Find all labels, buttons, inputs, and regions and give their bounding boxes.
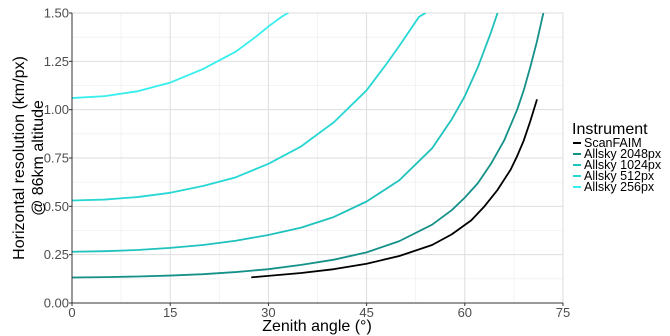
series-line-scanfaim bbox=[251, 99, 538, 279]
legend-label: Allsky 1024px bbox=[584, 158, 662, 172]
x-tick-label: 45 bbox=[359, 305, 373, 320]
axes bbox=[69, 12, 564, 306]
y-axis-title-line-2: @ 86km altitude bbox=[30, 100, 47, 216]
legend-label: Allsky 2048px bbox=[584, 147, 662, 161]
x-tick-label: 30 bbox=[261, 305, 275, 320]
y-tick-label: 1.00 bbox=[44, 102, 69, 117]
legend-label: Allsky 512px bbox=[584, 169, 655, 183]
x-axis-title: Zenith angle (°) bbox=[262, 318, 372, 335]
y-tick-label: 0.25 bbox=[44, 247, 69, 262]
x-tick-label: 75 bbox=[556, 305, 570, 320]
series-line-allsky-512px bbox=[72, 13, 427, 202]
y-tick-label: 0.50 bbox=[44, 199, 69, 214]
y-tick-label: 1.25 bbox=[44, 54, 69, 69]
x-tick-label: 60 bbox=[458, 305, 472, 320]
legend-label: ScanFAIM bbox=[584, 136, 642, 150]
x-tick-label: 0 bbox=[68, 305, 75, 320]
tick-labels: 0 15 30 45 60 75 0.00 0.25 0.50 0.75 1.00 1.25 1.50 bbox=[44, 6, 571, 321]
x-tick-label: 15 bbox=[163, 305, 177, 320]
y-tick-label: 0.00 bbox=[44, 296, 69, 311]
y-axis-title-line-1: Horizontal resolution (km/px) bbox=[11, 56, 28, 260]
series-line-allsky-1024px bbox=[72, 13, 499, 253]
legend-label: Allsky 256px bbox=[584, 180, 655, 194]
legend-title: Instrument bbox=[572, 121, 648, 138]
y-tick-label: 0.75 bbox=[44, 151, 69, 166]
series-line-allsky-2048px bbox=[72, 13, 545, 279]
y-axis-title: Horizontal resolution (km/px) @ 86km alt… bbox=[11, 56, 47, 260]
y-tick-label: 1.50 bbox=[44, 6, 69, 21]
grid bbox=[71, 12, 564, 304]
series-line-allsky-256px bbox=[72, 13, 289, 99]
series-layer bbox=[72, 13, 545, 279]
